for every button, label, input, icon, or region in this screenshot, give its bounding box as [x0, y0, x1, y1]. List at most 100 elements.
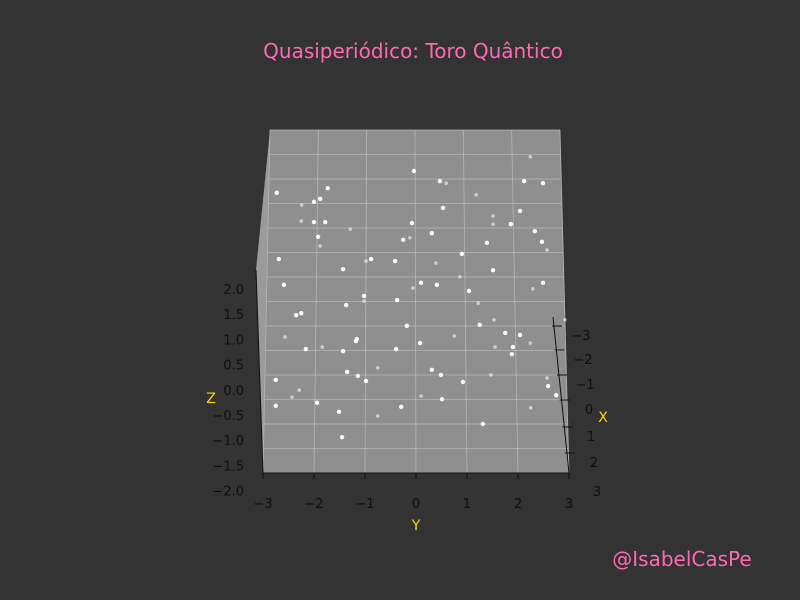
data-point [348, 227, 353, 231]
data-point [394, 297, 400, 303]
data-point [293, 313, 299, 318]
data-point [489, 373, 493, 377]
data-point [439, 397, 445, 402]
data-point [290, 395, 294, 399]
data-point [563, 317, 567, 322]
gridline-vertical [462, 129, 468, 474]
data-point [408, 235, 412, 240]
data-point [375, 414, 380, 418]
y-tick-label: −3 [253, 497, 272, 512]
z-tick-label: 1.0 [223, 333, 244, 348]
data-point [401, 237, 406, 243]
data-point [303, 346, 309, 352]
data-point [492, 317, 496, 322]
data-point [336, 409, 342, 415]
data-point [545, 376, 549, 380]
y-tick-label: 3 [565, 497, 573, 512]
data-point [540, 280, 546, 286]
data-point [363, 378, 369, 384]
data-point [340, 266, 346, 272]
data-point [315, 234, 321, 239]
data-point [353, 338, 359, 344]
data-point [393, 346, 399, 352]
data-point [339, 434, 345, 440]
data-point [299, 310, 304, 316]
data-point [476, 301, 481, 305]
gridline-vertical [313, 129, 319, 474]
data-point [521, 178, 527, 184]
data-point [459, 251, 465, 257]
data-point [344, 369, 350, 375]
data-point [409, 220, 415, 226]
data-point [276, 256, 282, 262]
gridline-vertical [262, 129, 271, 474]
data-point [438, 372, 444, 378]
data-point [509, 351, 515, 357]
x-axis-label: X [598, 410, 608, 426]
data-point [411, 168, 417, 174]
x-axis-line [552, 316, 570, 474]
data-point [364, 259, 368, 263]
data-point [539, 239, 545, 245]
data-point [273, 403, 278, 408]
z-tick-label: −1.5 [212, 459, 244, 474]
data-point [299, 203, 304, 207]
x-tick-label: 2 [590, 456, 598, 471]
z-tick-label: 2.0 [223, 283, 244, 298]
z-tick-label: 0.5 [223, 359, 244, 374]
data-point [340, 348, 346, 354]
z-tick-label: −0.5 [212, 409, 244, 424]
data-point [540, 180, 546, 186]
data-point [510, 344, 516, 350]
data-point [437, 178, 443, 184]
gridline-vertical [414, 129, 417, 474]
data-point [440, 205, 446, 211]
data-point [532, 229, 538, 234]
data-point [323, 219, 328, 225]
data-point [283, 335, 287, 339]
data-point [318, 244, 322, 248]
y-tick-label: 0 [412, 497, 420, 512]
gridline-vertical [364, 129, 368, 474]
side-pane [256, 130, 270, 473]
data-point [545, 248, 549, 252]
data-point [434, 261, 438, 265]
data-point [484, 240, 490, 246]
points [273, 155, 567, 440]
gridline-vertical [559, 129, 570, 474]
data-point [508, 221, 514, 227]
data-point [320, 345, 324, 349]
watermark: @IsabelCasPe [612, 547, 751, 571]
x-tick-label: −3 [571, 329, 590, 344]
data-point [417, 340, 423, 346]
x-tick-label: −1 [575, 378, 594, 393]
x-tick-label: 1 [587, 430, 595, 445]
y-tick-label: 2 [514, 497, 522, 512]
data-point [517, 208, 523, 214]
y-tick-label: 1 [463, 497, 471, 512]
data-point [429, 231, 435, 236]
data-point [311, 199, 317, 205]
data-point [299, 219, 304, 223]
data-point [273, 377, 278, 383]
data-point [517, 332, 523, 338]
data-point [361, 293, 367, 299]
z-tick-label: 0.0 [223, 384, 244, 399]
x-tick-label: −2 [573, 353, 592, 368]
data-point [480, 421, 486, 427]
z-tick-label: 1.5 [223, 308, 244, 323]
data-point [545, 383, 551, 389]
z-axis-label: Z [206, 391, 216, 407]
x-tick-label: 0 [585, 403, 593, 418]
data-point [503, 330, 508, 336]
y-tick-label: −1 [355, 497, 374, 512]
data-point [368, 256, 374, 262]
x-tick-label: 3 [593, 485, 601, 500]
z-tick-label: −1.0 [212, 434, 244, 449]
gridlines [262, 129, 570, 474]
data-point [418, 280, 424, 286]
data-point [460, 379, 466, 385]
chart-title: Quasiperiódico: Toro Quântico [263, 39, 563, 63]
data-point [362, 299, 366, 303]
